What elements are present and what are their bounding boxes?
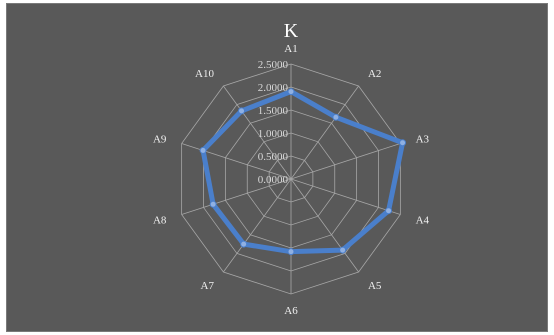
data-point-a8: [209, 200, 217, 208]
category-label-a7: A7: [201, 280, 215, 292]
axis-spoke-a5: [290, 178, 359, 273]
axis-spoke-a4: [290, 178, 401, 215]
tick-label: 1.0000: [258, 128, 289, 140]
data-point-a5: [339, 246, 347, 254]
category-label-a8: A8: [153, 214, 167, 226]
radar-tick-labels: 0.0000 0.5000 1.0000 1.5000 2.0000 2.5000: [258, 59, 289, 186]
category-label-a5: A5: [368, 280, 382, 292]
data-point-a6: [287, 248, 295, 256]
tick-label: 1.5000: [258, 105, 289, 117]
axis-spoke-a7: [223, 178, 292, 273]
category-label-a9: A9: [153, 134, 167, 146]
category-label-a4: A4: [416, 214, 430, 226]
series-line-0: [200, 89, 406, 255]
tick-label: 2.5000: [258, 59, 289, 71]
tick-label: 0.0000: [258, 174, 289, 186]
axis-spoke-a3: [290, 143, 401, 180]
data-point-a1: [287, 88, 295, 96]
radar-chart: K 0.0000 0.5000 1.0000 1.5000 2.0000 2.5000 A…: [153, 20, 430, 317]
data-point-a7: [240, 240, 248, 248]
chart-area: K 0.0000 0.5000 1.0000 1.5000 2.0000 2.5000 A…: [6, 3, 548, 332]
axis-spoke-a2: [290, 85, 359, 180]
category-label-a6: A6: [284, 305, 298, 317]
axis-spoke-a8: [181, 178, 292, 215]
data-point-a2: [332, 113, 340, 121]
category-label-a10: A10: [195, 68, 214, 80]
tick-label: 2.0000: [258, 82, 289, 94]
tick-label: 0.5000: [258, 151, 289, 163]
radar-category-labels: A1 A2 A3 A4 A5 A6 A7 A8 A9 A10: [153, 43, 430, 317]
radar-series: [199, 88, 407, 256]
data-point-a9: [199, 146, 207, 154]
data-point-a3: [399, 139, 407, 147]
category-label-a3: A3: [416, 134, 430, 146]
chart-title: K: [284, 20, 299, 42]
data-point-a4: [385, 207, 393, 215]
data-point-a10: [238, 107, 246, 115]
category-label-a1: A1: [284, 43, 297, 55]
axis-spoke-a10: [223, 85, 292, 180]
category-label-a2: A2: [368, 68, 381, 80]
